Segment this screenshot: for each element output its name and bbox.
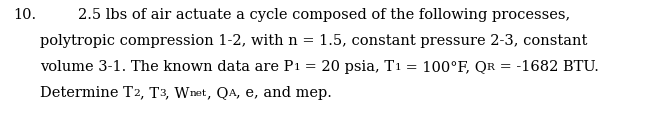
Text: A: A [228,89,236,99]
Text: volume 3-1. The known data are P: volume 3-1. The known data are P [40,60,294,74]
Text: , Q: , Q [207,86,228,100]
Text: 1: 1 [294,64,300,72]
Text: Determine T: Determine T [40,86,133,100]
Text: , T: , T [139,86,159,100]
Text: = 20 psia, T: = 20 psia, T [300,60,394,74]
Text: R: R [487,64,495,72]
Text: net: net [190,89,207,99]
Text: = -1682 BTU.: = -1682 BTU. [495,60,599,74]
Text: 3: 3 [159,89,165,99]
Text: 2.5 lbs of air actuate a cycle composed of the following processes,: 2.5 lbs of air actuate a cycle composed … [78,8,570,22]
Text: , W: , W [165,86,190,100]
Text: polytropic compression 1-2, with n = 1.5, constant pressure 2-3, constant: polytropic compression 1-2, with n = 1.5… [40,34,587,48]
Text: = 100°F, Q: = 100°F, Q [401,60,487,74]
Text: , e, and mep.: , e, and mep. [236,86,332,100]
Text: 10.: 10. [13,8,36,22]
Text: 1: 1 [394,64,401,72]
Text: 2: 2 [133,89,139,99]
